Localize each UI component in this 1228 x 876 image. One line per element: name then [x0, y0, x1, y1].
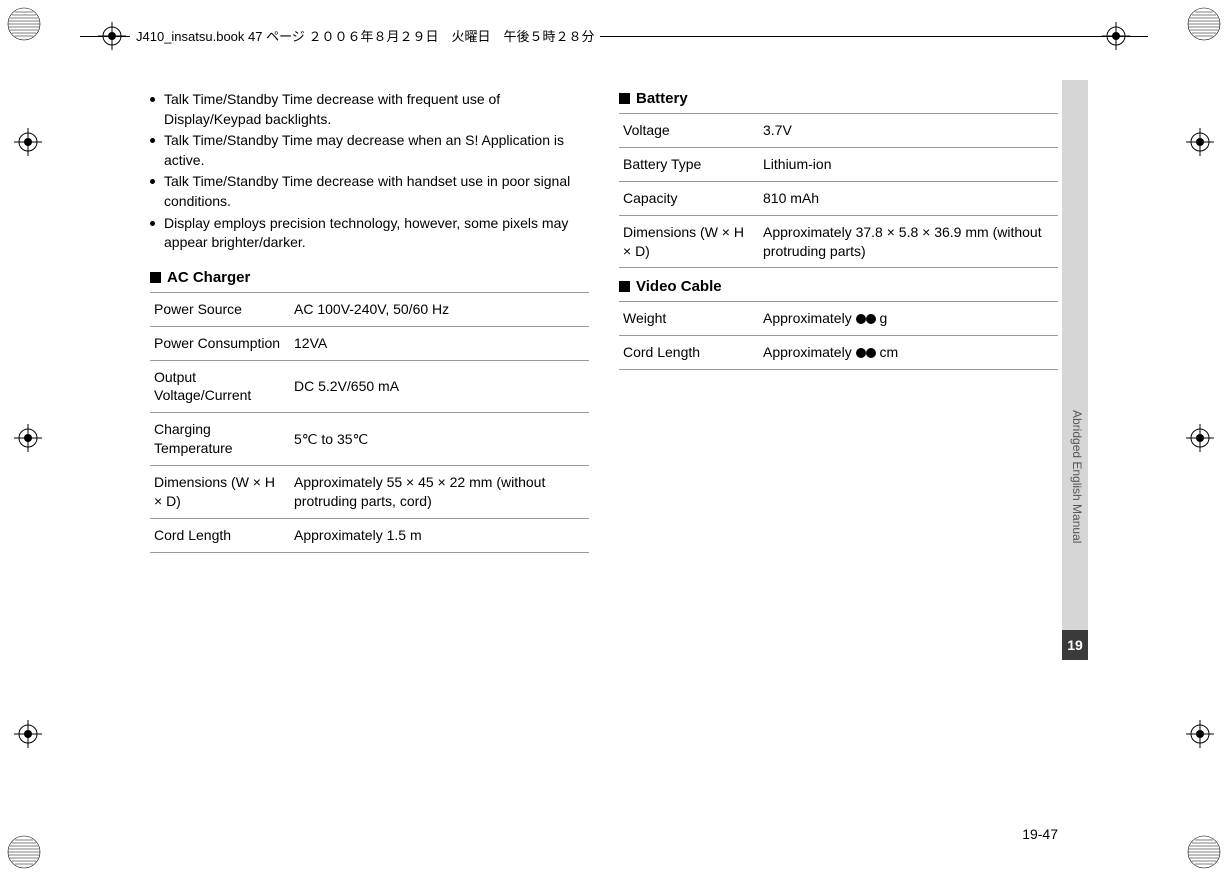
table-row: Capacity810 mAh: [619, 181, 1058, 215]
table-row: Dimensions (W × H × D)Approximately 55 ×…: [150, 466, 589, 519]
cross-mark-icon: [1186, 128, 1214, 156]
placeholder-dot-icon: [856, 314, 866, 324]
video-cable-table: Weight Approximately g Cord Length Appro…: [619, 301, 1058, 370]
battery-table: Voltage3.7V Battery TypeLithium-ion Capa…: [619, 113, 1058, 268]
side-gray-bar: [1062, 80, 1088, 630]
spec-label: Power Source: [150, 292, 290, 326]
registration-mark-icon: [1186, 6, 1222, 42]
spec-label: Cord Length: [150, 518, 290, 552]
placeholder-dot-icon: [866, 348, 876, 358]
spec-value: 3.7V: [759, 114, 1058, 148]
spec-value: Approximately g: [759, 302, 1058, 336]
placeholder-dot-icon: [856, 348, 866, 358]
sidebar-vertical-label: Abridged English Manual: [1070, 410, 1084, 543]
bullet-list: Talk Time/Standby Time decrease with fre…: [150, 90, 589, 253]
cross-mark-icon: [1186, 424, 1214, 452]
section-title-text: Battery: [636, 90, 688, 107]
side-tab: Abridged English Manual 19: [1062, 80, 1088, 830]
value-prefix: Approximately: [763, 344, 856, 360]
spec-value: Approximately 37.8 × 5.8 × 36.9 mm (with…: [759, 215, 1058, 268]
spec-value: Lithium-ion: [759, 147, 1058, 181]
section-title-text: Video Cable: [636, 278, 722, 295]
spec-value: DC 5.2V/650 mA: [290, 360, 589, 413]
main-content: Talk Time/Standby Time decrease with fre…: [150, 90, 1058, 553]
spec-label: Capacity: [619, 181, 759, 215]
spec-value: Approximately 1.5 m: [290, 518, 589, 552]
table-row: Charging Temperature5℃ to 35℃: [150, 413, 589, 466]
spec-label: Charging Temperature: [150, 413, 290, 466]
table-row: Dimensions (W × H × D)Approximately 37.8…: [619, 215, 1058, 268]
table-row: Cord LengthApproximately 1.5 m: [150, 518, 589, 552]
table-row: Weight Approximately g: [619, 302, 1058, 336]
bullet-text: Talk Time/Standby Time decrease with han…: [164, 173, 570, 209]
registration-mark-icon: [1186, 834, 1222, 870]
chapter-number-box: 19: [1062, 630, 1088, 660]
spec-value: Approximately cm: [759, 336, 1058, 370]
spec-label: Cord Length: [619, 336, 759, 370]
spec-label: Output Voltage/Current: [150, 360, 290, 413]
cross-mark-icon: [1186, 720, 1214, 748]
cross-mark-icon: [14, 424, 42, 452]
list-item: Talk Time/Standby Time may decrease when…: [150, 131, 589, 170]
section-title-text: AC Charger: [167, 269, 250, 286]
section-title-battery: Battery: [619, 90, 1058, 107]
spec-value: AC 100V-240V, 50/60 Hz: [290, 292, 589, 326]
section-title-video-cable: Video Cable: [619, 278, 1058, 295]
section-title-ac-charger: AC Charger: [150, 269, 589, 286]
left-column: Talk Time/Standby Time decrease with fre…: [150, 90, 589, 553]
spec-value: Approximately 55 × 45 × 22 mm (without p…: [290, 466, 589, 519]
spec-label: Voltage: [619, 114, 759, 148]
bullet-text: Display employs precision technology, ho…: [164, 215, 568, 251]
spec-label: Power Consumption: [150, 326, 290, 360]
table-row: Voltage3.7V: [619, 114, 1058, 148]
list-item: Talk Time/Standby Time decrease with han…: [150, 172, 589, 211]
table-row: Cord Length Approximately cm: [619, 336, 1058, 370]
list-item: Display employs precision technology, ho…: [150, 214, 589, 253]
bullet-text: Talk Time/Standby Time decrease with fre…: [164, 91, 500, 127]
spec-value: 5℃ to 35℃: [290, 413, 589, 466]
table-row: Power SourceAC 100V-240V, 50/60 Hz: [150, 292, 589, 326]
right-column: Battery Voltage3.7V Battery TypeLithium-…: [619, 90, 1058, 553]
spec-label: Dimensions (W × H × D): [150, 466, 290, 519]
page-number: 19-47: [1022, 826, 1058, 842]
spec-value: 12VA: [290, 326, 589, 360]
ac-charger-table: Power SourceAC 100V-240V, 50/60 Hz Power…: [150, 292, 589, 553]
value-prefix: Approximately: [763, 310, 856, 326]
bullet-text: Talk Time/Standby Time may decrease when…: [164, 132, 564, 168]
registration-mark-icon: [6, 6, 42, 42]
value-suffix: g: [876, 310, 888, 326]
spec-label: Weight: [619, 302, 759, 336]
value-suffix: cm: [876, 344, 899, 360]
header-label: J410_insatsu.book 47 ページ ２００６年８月２９日 火曜日 …: [136, 26, 594, 45]
table-row: Power Consumption12VA: [150, 326, 589, 360]
list-item: Talk Time/Standby Time decrease with fre…: [150, 90, 589, 129]
chapter-number: 19: [1067, 637, 1083, 653]
spec-value: 810 mAh: [759, 181, 1058, 215]
spec-label: Dimensions (W × H × D): [619, 215, 759, 268]
cross-mark-icon: [14, 720, 42, 748]
table-row: Battery TypeLithium-ion: [619, 147, 1058, 181]
registration-mark-icon: [6, 834, 42, 870]
header-filename: J410_insatsu.book 47 ページ ２００６年８月２９日 火曜日 …: [130, 26, 600, 45]
table-row: Output Voltage/CurrentDC 5.2V/650 mA: [150, 360, 589, 413]
placeholder-dot-icon: [866, 314, 876, 324]
cross-mark-icon: [14, 128, 42, 156]
spec-label: Battery Type: [619, 147, 759, 181]
